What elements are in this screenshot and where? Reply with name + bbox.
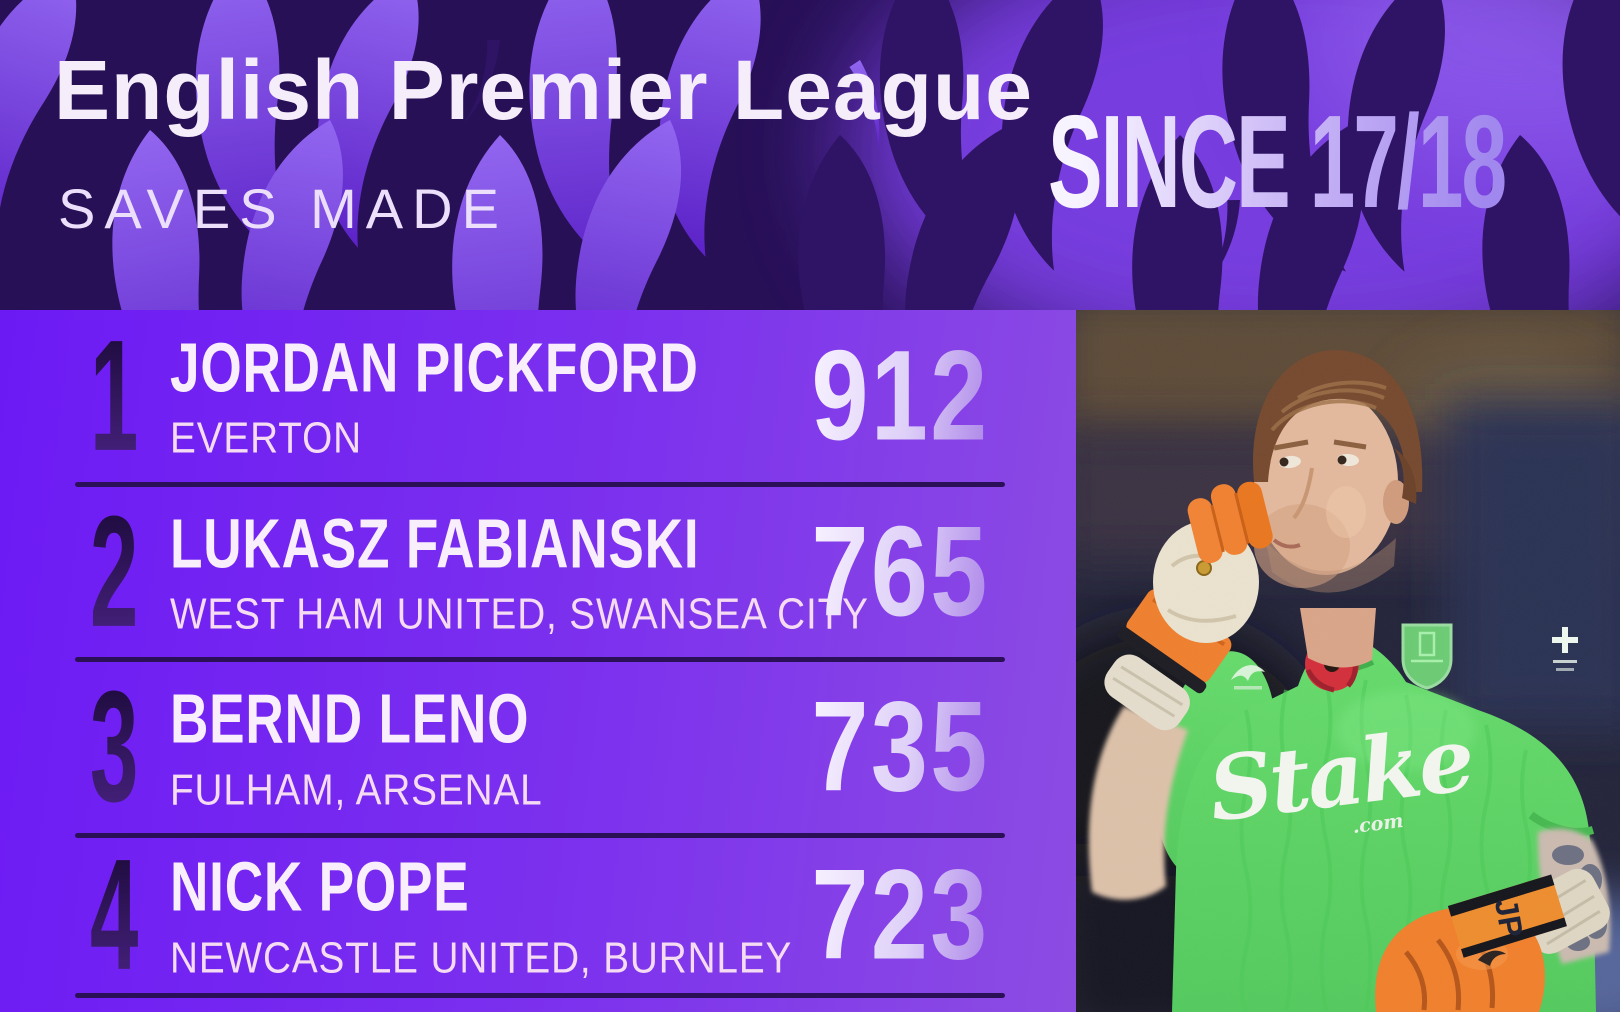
player-photo: Stake .com <box>1076 310 1620 1012</box>
page-title: English Premier League <box>54 43 1033 137</box>
table-row: 3 BERND LENO FULHAM, ARSENAL 735 <box>0 662 1076 838</box>
saves-value: 723 <box>811 843 990 987</box>
rank-number: 1 <box>90 307 139 484</box>
table-row: 1 JORDAN PICKFORD EVERTON 912 <box>0 310 1076 487</box>
player-info: LUKASZ FABIANSKI WEST HAM UNITED, SWANSE… <box>170 507 964 637</box>
ranking-list: 1 JORDAN PICKFORD EVERTON 912 2 LUKASZ F… <box>0 310 1076 1012</box>
player-name: LUKASZ FABIANSKI <box>170 504 700 583</box>
since-season-label: SINCE 17/18 <box>1048 88 1507 235</box>
player-clubs: WEST HAM UNITED, SWANSEA CITY <box>170 589 869 639</box>
player-info: BERND LENO FULHAM, ARSENAL <box>170 679 643 815</box>
rank-number: 4 <box>90 826 139 1003</box>
rank-number: 2 <box>90 483 139 660</box>
player-clubs: FULHAM, ARSENAL <box>170 765 543 815</box>
player-name: JORDAN PICKFORD <box>170 328 699 407</box>
saves-value: 765 <box>811 499 990 643</box>
player-clubs: EVERTON <box>170 413 362 463</box>
saves-value: 912 <box>811 323 990 467</box>
rank-number: 3 <box>90 658 139 835</box>
stat-category-label: SAVES MADE <box>58 177 508 240</box>
table-row: 4 NICK POPE NEWCASTLE UNITED, BURNLEY 72… <box>0 826 1076 1003</box>
player-clubs: NEWCASTLE UNITED, BURNLEY <box>170 933 793 983</box>
player-name: BERND LENO <box>170 679 530 758</box>
player-info: JORDAN PICKFORD EVERTON <box>170 331 866 461</box>
photo-grain <box>1076 310 1620 1012</box>
player-name: NICK POPE <box>170 847 470 926</box>
saves-value: 735 <box>811 675 990 819</box>
player-info: NICK POPE NEWCASTLE UNITED, BURNLEY <box>170 847 877 983</box>
premier-league-pattern <box>0 0 1620 310</box>
pattern-leaves <box>0 0 1620 310</box>
header: English Premier League SAVES MADE SINCE … <box>0 0 1620 310</box>
table-row: 2 LUKASZ FABIANSKI WEST HAM UNITED, SWAN… <box>0 487 1076 662</box>
